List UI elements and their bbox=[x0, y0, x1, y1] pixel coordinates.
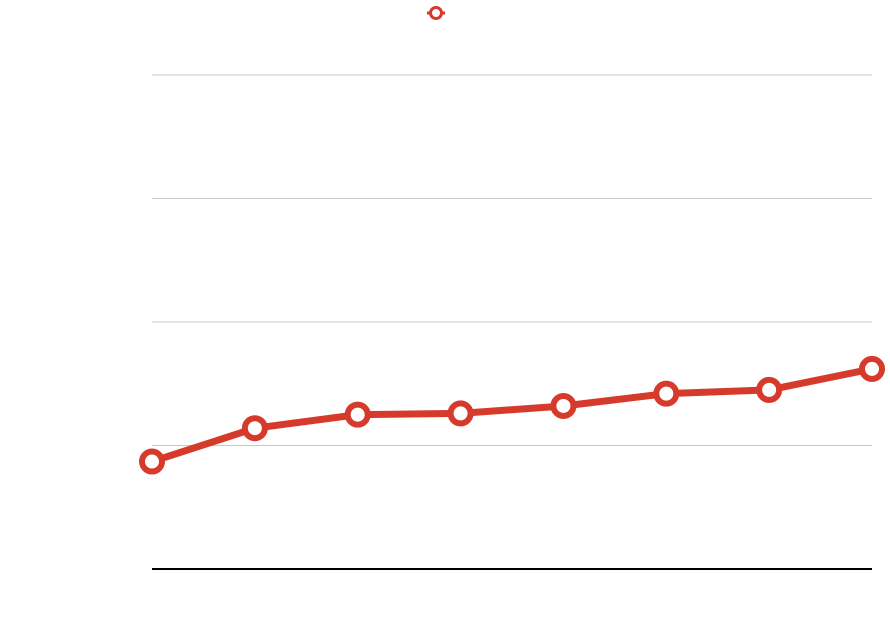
data-point-0-1 bbox=[241, 415, 268, 442]
series-layer bbox=[139, 355, 885, 475]
data-point-0-4 bbox=[550, 392, 577, 419]
series-line-0 bbox=[148, 365, 876, 466]
data-point-0-2 bbox=[344, 401, 371, 428]
data-point-0-3 bbox=[447, 400, 474, 427]
data-point-0-0 bbox=[139, 448, 165, 475]
data-point-0-5 bbox=[653, 380, 680, 407]
legend-circle-marker bbox=[429, 6, 443, 20]
data-point-0-7 bbox=[859, 355, 885, 382]
legend bbox=[427, 6, 445, 20]
data-point-0-6 bbox=[756, 376, 783, 403]
gridlines bbox=[152, 74, 872, 446]
